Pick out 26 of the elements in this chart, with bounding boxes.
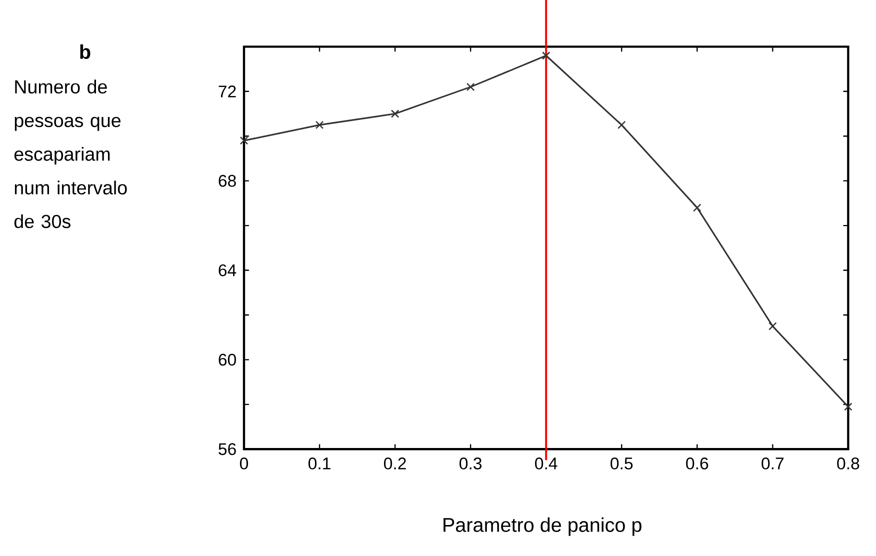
y-tick-label: 68 (218, 174, 236, 187)
x-tick-label: 0.7 (762, 457, 784, 470)
y-tick-label: 64 (218, 264, 236, 276)
x-tick-label: 0.1 (308, 457, 330, 470)
text: b (80, 44, 90, 59)
x-tick-label: 0.6 (686, 457, 708, 470)
text: Numero de pessoas que escapariam num intervalo de 30s (14, 79, 127, 228)
x-tick-label: 0.2 (384, 457, 406, 470)
point (768, 322, 777, 330)
y-tick-label: 60 (218, 354, 236, 366)
x-axis-title: Parametro de panico p (444, 517, 642, 536)
point (240, 136, 248, 145)
point (315, 120, 324, 129)
point (692, 203, 702, 212)
x-tick-label: 0.4 (535, 457, 558, 470)
x-tick-label: 0.3 (460, 457, 482, 470)
x-tick-label: 0 (240, 457, 248, 470)
y-tick-label: 72 (218, 85, 236, 98)
point (390, 109, 400, 118)
point (466, 82, 475, 91)
x-tick-label: 0.8 (837, 457, 860, 470)
point (617, 120, 626, 129)
y-tick-label: 56 (218, 442, 236, 455)
point (542, 51, 550, 60)
x-tick-label: 0.5 (610, 457, 633, 470)
point (844, 402, 852, 411)
